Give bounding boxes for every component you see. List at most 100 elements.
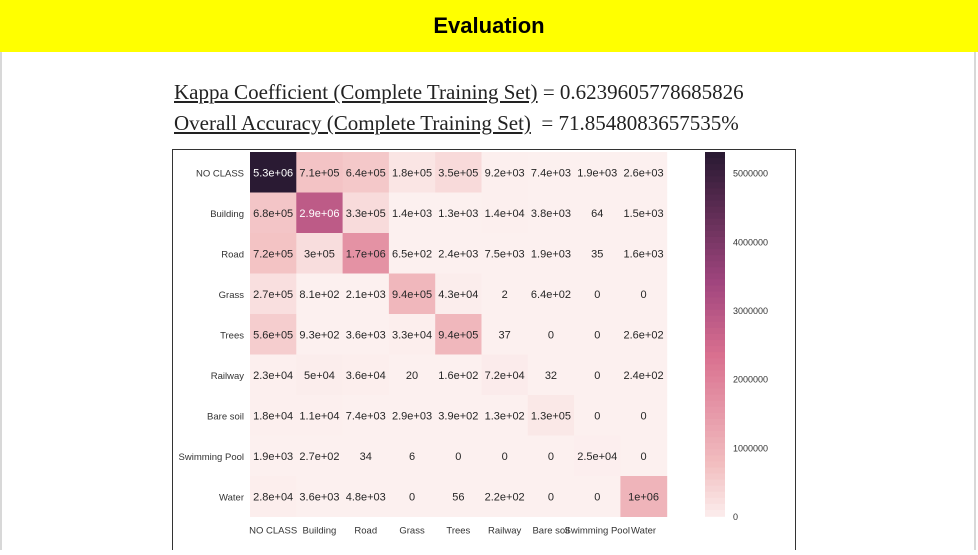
heatmap-cell [296, 435, 344, 477]
cell-value-label: 1.5e+03 [624, 208, 664, 220]
heatmap-cell [574, 435, 621, 477]
heatmap-cell [342, 354, 390, 396]
heatmap-cell [250, 314, 297, 355]
heatmap-cell [250, 152, 297, 193]
colorbar-segment [705, 218, 725, 226]
cell-value-label: 2.5e+04 [577, 451, 617, 463]
colorbar-segment [705, 261, 725, 269]
colorbar-segment [705, 249, 725, 256]
cell-value-label: 2 [502, 289, 508, 301]
heatmap-cell [388, 435, 436, 477]
cell-value-label: 0 [594, 329, 600, 341]
colorbar-tick-label: 4000000 [733, 237, 768, 247]
heatmap-cell [574, 354, 621, 396]
cell-value-label: 20 [406, 370, 418, 382]
colorbar-segment [705, 388, 725, 396]
colorbar-segment [705, 285, 725, 293]
row-label: Trees [220, 330, 244, 341]
cell-value-label: 3.5e+05 [438, 167, 478, 179]
cell-value-label: 1.9e+03 [531, 248, 571, 260]
heatmap-cell [296, 314, 344, 355]
colorbar-segment [705, 164, 725, 171]
colorbar-tick-label: 0 [733, 512, 738, 522]
heatmap-cell [620, 354, 668, 396]
colorbar-segment [705, 503, 725, 511]
heatmap-cell [388, 192, 436, 234]
heatmap-cell [296, 233, 344, 274]
colorbar-segment [705, 406, 725, 414]
cell-value-label: 2.4e+03 [438, 248, 478, 260]
heatmap-cell [388, 152, 436, 193]
right-border [974, 52, 976, 550]
heatmap-cell [620, 476, 668, 517]
cell-value-label: 2.2e+02 [485, 491, 525, 503]
colorbar-segment [705, 279, 725, 287]
cell-value-label: 2.3e+04 [253, 370, 293, 382]
cell-value-label: 9.3e+02 [299, 329, 339, 341]
cell-value-label: 2.9e+03 [392, 410, 432, 422]
row-label: Swimming Pool [179, 452, 244, 463]
cell-value-label: 1.3e+03 [438, 208, 478, 220]
colorbar-segment [705, 352, 725, 360]
colorbar-segment [705, 479, 725, 487]
colorbar-segment [705, 152, 725, 159]
column-label: Trees [446, 526, 470, 537]
heatmap-cell [296, 476, 344, 517]
row-label: Building [210, 209, 244, 220]
cell-value-label: 1.8e+04 [253, 410, 293, 422]
heatmap-cell [342, 273, 390, 315]
colorbar-segment [705, 509, 725, 517]
colorbar-segment [705, 412, 725, 420]
heatmap-cell [296, 395, 344, 436]
colorbar-tick-label: 2000000 [733, 375, 768, 385]
heatmap-cell [296, 354, 344, 396]
cell-value-label: 37 [499, 329, 511, 341]
cell-value-label: 56 [452, 491, 464, 503]
heatmap-cell [342, 314, 390, 355]
column-label: Swimming Pool [565, 526, 630, 537]
cell-value-label: 4.3e+04 [438, 289, 478, 301]
heatmap-cell [527, 435, 575, 477]
cell-value-label: 0 [594, 289, 600, 301]
colorbar-segment [705, 431, 725, 438]
cell-value-label: 3.6e+03 [299, 491, 339, 503]
cell-value-label: 0 [548, 491, 554, 503]
row-label: Water [219, 492, 244, 503]
column-label: Water [631, 526, 656, 537]
cell-value-label: 1.7e+06 [346, 248, 386, 260]
colorbar-segment [705, 370, 725, 378]
cell-value-label: 0 [640, 410, 646, 422]
colorbar-segment [705, 188, 725, 196]
cell-value-label: 1.9e+03 [577, 167, 617, 179]
heatmap-cell [481, 233, 529, 274]
heatmap-cell [342, 435, 390, 477]
page-title: Evaluation [433, 13, 545, 38]
cell-value-label: 7.4e+03 [346, 410, 386, 422]
colorbar-segment [705, 236, 725, 244]
cell-value-label: 0 [502, 451, 508, 463]
cell-value-label: 2.7e+02 [299, 451, 339, 463]
cell-value-label: 1.4e+03 [392, 208, 432, 220]
heatmap-cell [481, 314, 529, 355]
cell-value-label: 1.1e+04 [299, 410, 339, 422]
heatmap-cell [620, 314, 668, 355]
cell-value-label: 9.2e+03 [485, 167, 525, 179]
confusion-matrix-panel: 5.3e+06 7.1e+05 6.4e+05 1.8e+05 3.5e+05 9.2e+… [172, 149, 796, 550]
heatmap-cell [481, 395, 529, 436]
heatmap-cell [481, 476, 529, 517]
heatmap-cell [574, 395, 621, 436]
heatmap-cell [574, 192, 621, 234]
colorbar-segment [705, 297, 725, 305]
colorbar-segment [705, 158, 725, 165]
column-label: Grass [399, 526, 425, 537]
row-label: Grass [219, 290, 245, 301]
colorbar-segment [705, 176, 725, 184]
cell-value-label: 1e+06 [628, 491, 659, 503]
kappa-metric: Kappa Coefficient (Complete Training Set… [174, 80, 744, 105]
row-label: Road [221, 249, 244, 260]
colorbar-segment [705, 467, 725, 475]
heatmap-cell [342, 233, 390, 274]
row-label: Railway [211, 371, 245, 382]
heatmap-cell [620, 233, 668, 274]
cell-value-label: 7.1e+05 [299, 167, 339, 179]
